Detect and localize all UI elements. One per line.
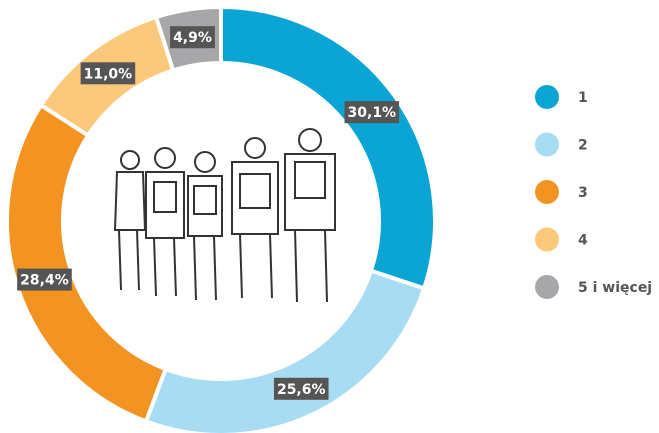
legend-swatch <box>535 85 559 109</box>
value-label: 28,4% <box>20 273 69 289</box>
legend-label: 4 <box>578 233 588 249</box>
legend-swatch <box>535 228 559 252</box>
legend-swatch <box>535 180 559 204</box>
value-label: 25,6% <box>277 382 326 398</box>
value-label: 4,9% <box>173 30 212 46</box>
legend-label: 5 i więcej <box>578 280 652 296</box>
legend-label: 1 <box>578 90 588 106</box>
legend-swatch <box>535 275 559 299</box>
slice <box>146 271 424 433</box>
value-label: 30,1% <box>348 105 397 121</box>
value-label: 11,0% <box>84 66 133 82</box>
illustration <box>115 129 335 302</box>
slice <box>221 7 435 288</box>
slice <box>7 105 166 421</box>
legend-swatch <box>535 133 559 157</box>
legend-label: 3 <box>578 185 588 201</box>
legend-label: 2 <box>578 138 588 154</box>
chart: 30,1% 25,6% 28,4% 11,0% 4,9% 1 2 3 4 5 i więcej <box>0 0 659 433</box>
